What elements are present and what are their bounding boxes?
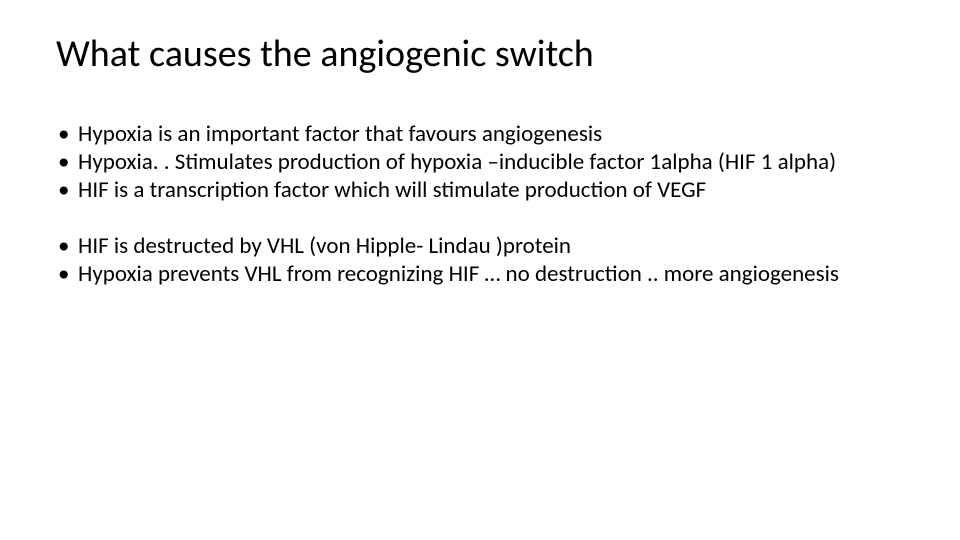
list-item: HIF is a transcription factor which will… bbox=[56, 176, 904, 204]
bullet-group-2: HIF is destructed by VHL (von Hipple- Li… bbox=[56, 232, 904, 288]
list-item: Hypoxia is an important factor that favo… bbox=[56, 120, 904, 148]
list-item: Hypoxia prevents VHL from recognizing HI… bbox=[56, 260, 904, 288]
bullet-group-1: Hypoxia is an important factor that favo… bbox=[56, 120, 904, 204]
slide: What causes the angiogenic switch Hypoxi… bbox=[0, 0, 960, 540]
list-item: Hypoxia. . Stimulates production of hypo… bbox=[56, 148, 904, 176]
spacer bbox=[56, 204, 904, 232]
slide-title: What causes the angiogenic switch bbox=[56, 34, 904, 76]
list-item: HIF is destructed by VHL (von Hipple- Li… bbox=[56, 232, 904, 260]
